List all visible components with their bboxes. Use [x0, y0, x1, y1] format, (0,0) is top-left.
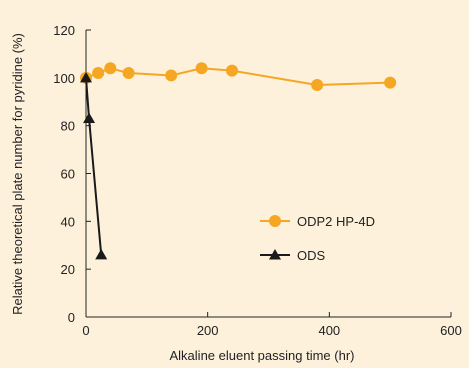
series-layer [80, 62, 397, 260]
legend-marker [269, 215, 281, 227]
x-ticks: 0 200 400 600 [82, 312, 462, 338]
data-point-odp2-hp-4d [384, 76, 397, 89]
legend-marker [269, 249, 281, 260]
legend-item-odp2-hp-4d: ODP2 HP-4D [260, 214, 375, 229]
data-point-odp2-hp-4d [226, 64, 238, 77]
legend-label: ODP2 HP-4D [297, 214, 375, 229]
data-point-ods [83, 112, 96, 123]
x-tick-label: 0 [82, 323, 89, 338]
y-tick-label: 60 [61, 167, 75, 182]
x-axis-title: Alkaline eluent passing time (hr) [170, 348, 355, 363]
y-tick-label: 80 [61, 119, 75, 134]
data-point-odp2-hp-4d [104, 62, 117, 75]
y-tick-label: 100 [53, 71, 75, 86]
legend: ODP2 HP-4D ODS [260, 214, 375, 263]
y-ticks: 0 20 40 60 80 100 120 [53, 23, 91, 325]
data-point-ods [95, 248, 108, 260]
data-point-ods [80, 71, 92, 83]
data-point-odp2-hp-4d [311, 79, 324, 92]
y-tick-label: 0 [68, 310, 75, 325]
y-tick-label: 40 [61, 214, 75, 229]
x-tick-label: 200 [197, 323, 219, 338]
y-axis-title: Relative theoretical plate number for py… [10, 33, 25, 315]
data-point-odp2-hp-4d [195, 62, 208, 75]
data-point-odp2-hp-4d [165, 69, 178, 82]
x-tick-label: 600 [440, 323, 462, 338]
series-odp2-hp-4d [80, 62, 397, 92]
legend-item-ods: ODS [260, 248, 326, 263]
series-line-ods [85, 77, 103, 255]
x-tick-label: 400 [318, 323, 340, 338]
data-point-odp2-hp-4d [92, 67, 105, 80]
data-point-odp2-hp-4d [122, 67, 135, 80]
y-tick-label: 120 [53, 23, 75, 38]
legend-label: ODS [297, 248, 326, 263]
y-tick-label: 20 [61, 262, 75, 277]
series-ods [80, 71, 108, 260]
